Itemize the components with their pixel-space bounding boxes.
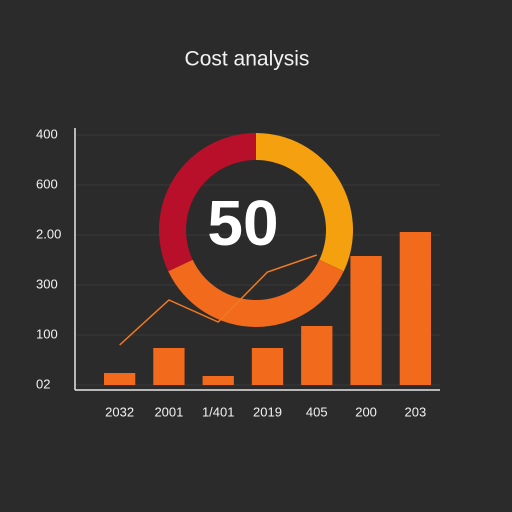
bar: [301, 326, 333, 385]
y-tick-label: 2.00: [36, 226, 61, 241]
chart-title: Cost analysis: [185, 48, 310, 71]
y-tick-label: 600: [36, 176, 58, 191]
y-tick-label: 100: [36, 326, 58, 341]
y-tick-label: 300: [36, 276, 58, 291]
y-tick-label: 400: [36, 126, 58, 141]
x-tick-label: 2001: [154, 404, 183, 419]
bar: [202, 376, 234, 385]
bar: [153, 348, 185, 385]
bar: [399, 232, 431, 385]
donut-segment: [256, 133, 353, 272]
x-tick-label: 1/401: [202, 404, 235, 419]
bar: [251, 348, 284, 385]
x-tick-label: 2019: [253, 404, 282, 419]
donut-segment: [159, 133, 256, 272]
bar: [104, 373, 136, 385]
x-tick-label: 2032: [105, 404, 134, 419]
y-tick-label: 02: [36, 376, 50, 391]
x-tick-label: 200: [355, 404, 377, 419]
x-tick-label: 203: [405, 404, 427, 419]
line: [119, 254, 318, 346]
donut-center-label: 50: [207, 187, 278, 259]
bar: [350, 256, 382, 385]
x-tick-label: 405: [306, 404, 328, 419]
donut-segment: [168, 259, 344, 327]
